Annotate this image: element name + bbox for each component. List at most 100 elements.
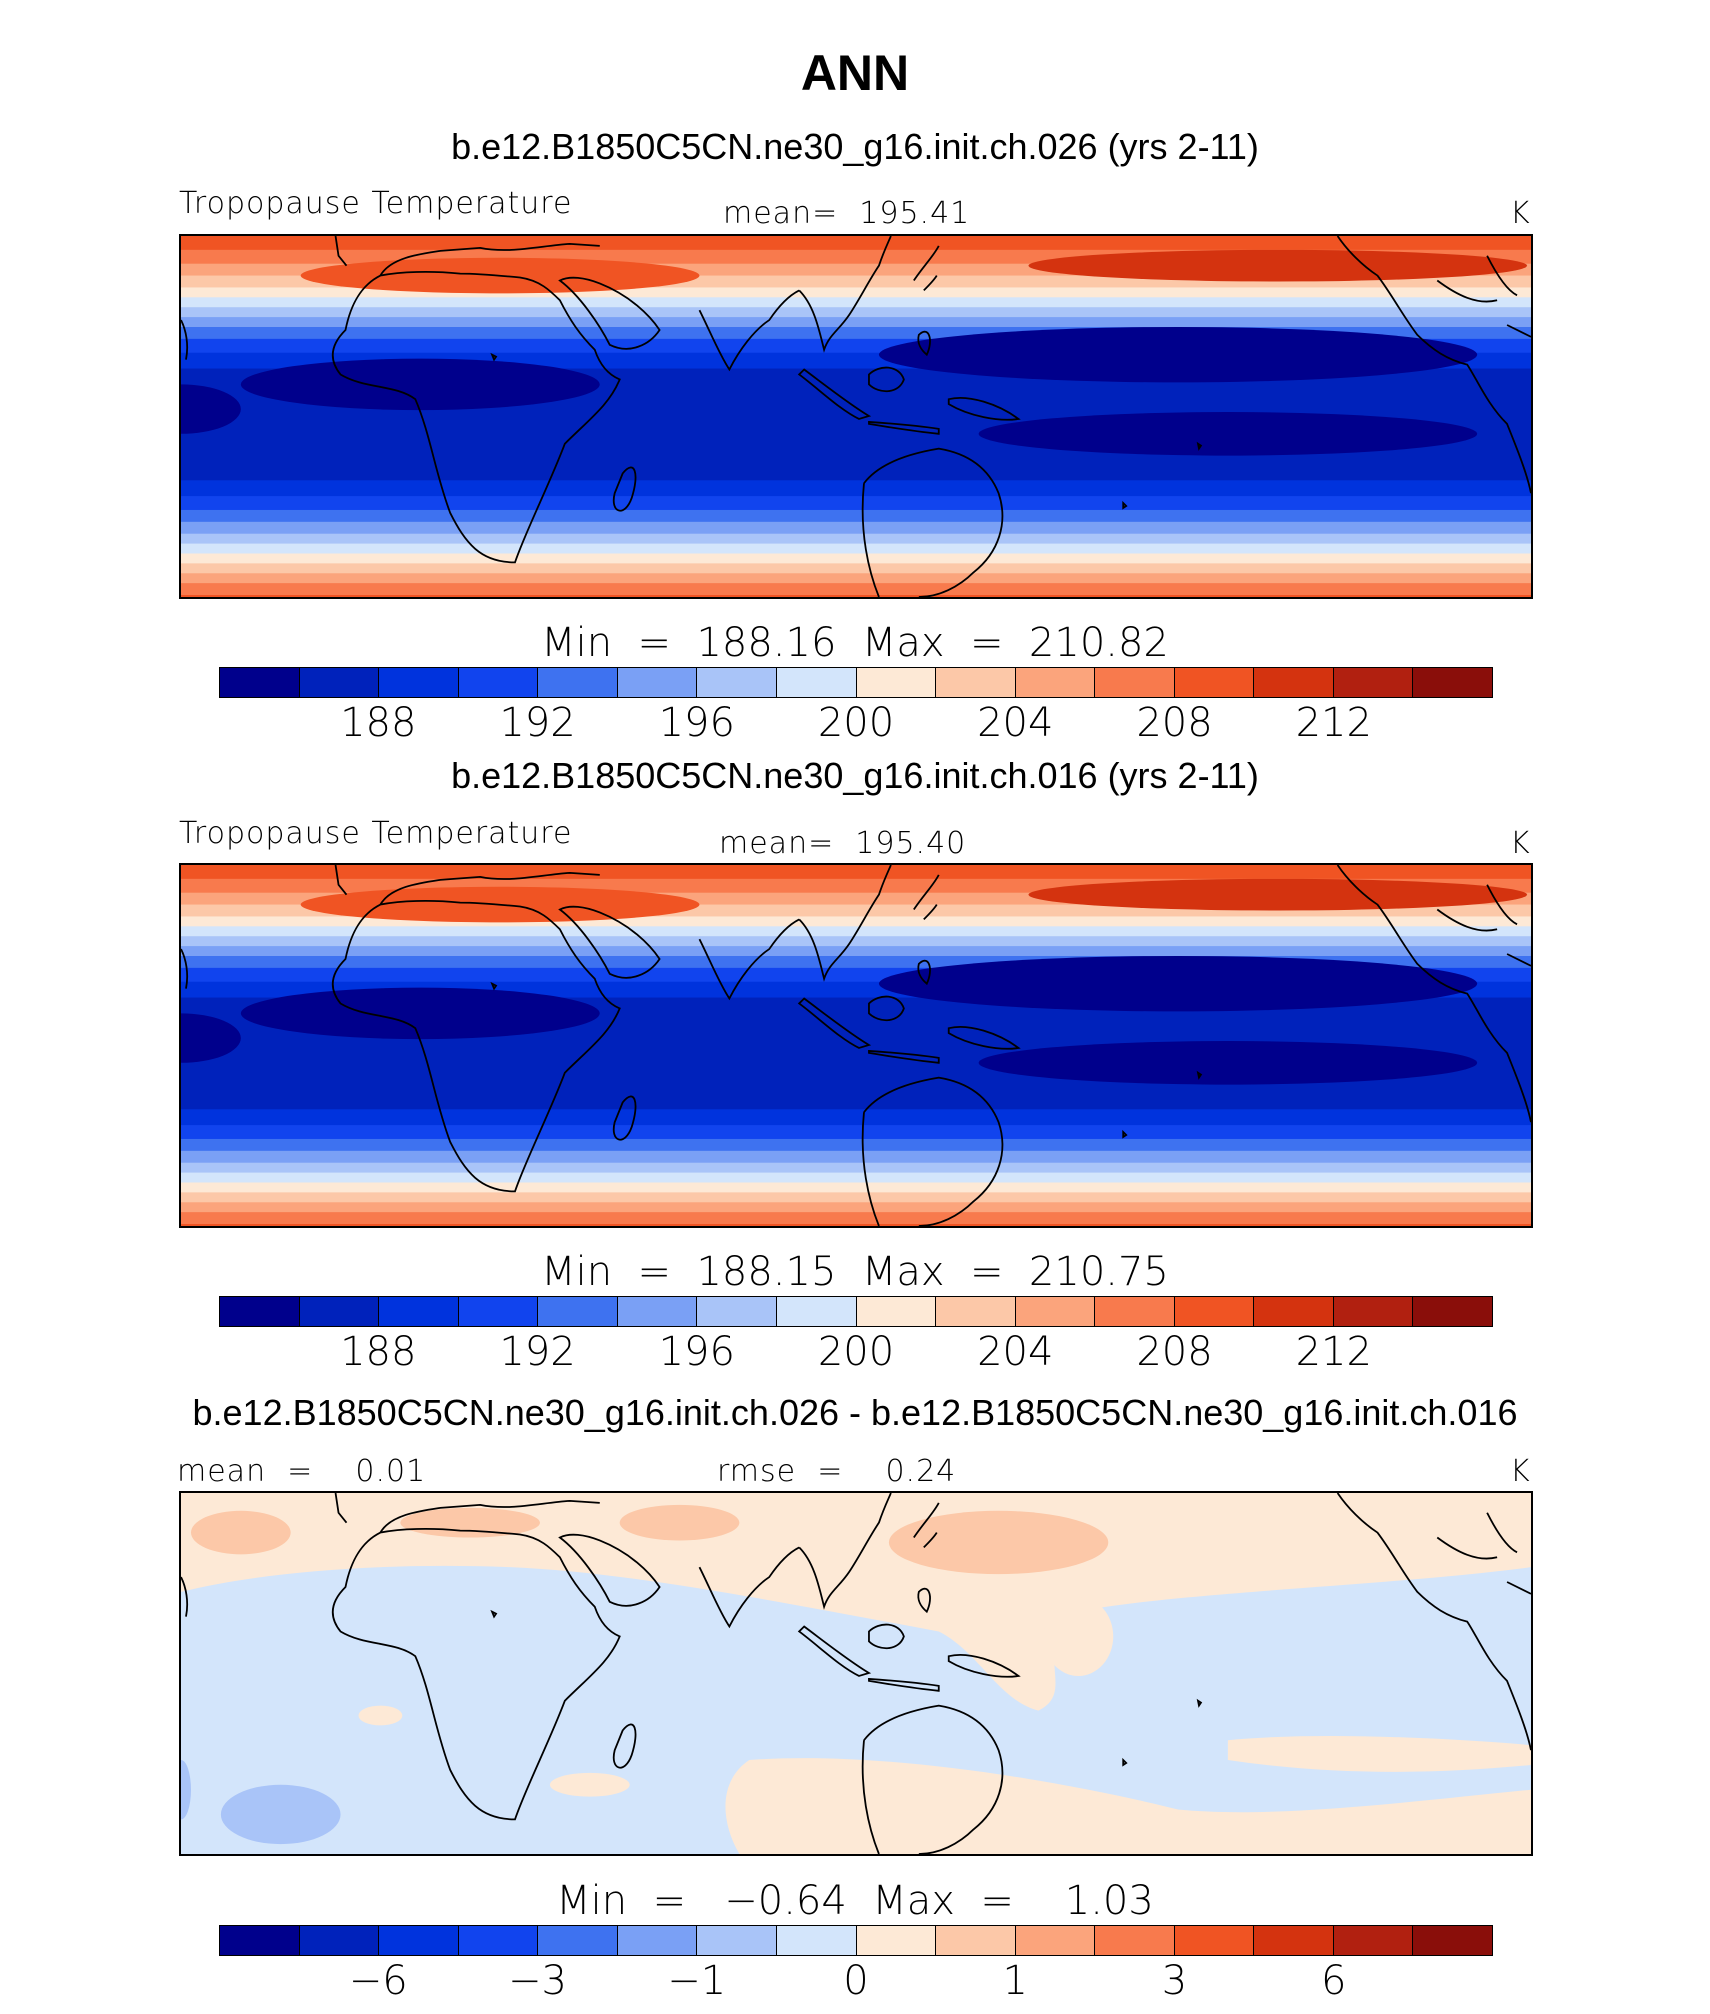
coastline [913,1502,940,1549]
colorbar-swatch [1413,668,1492,697]
cold-core-south-pacific [978,1041,1478,1085]
colorbar-tick-label: 192 [499,700,576,746]
coastline [379,1500,600,1534]
coastline [181,319,189,360]
cold-core-africa [240,358,600,411]
colorbar-swatch [379,1297,459,1326]
positive-region [1227,1736,1531,1772]
colorbar-tick-label: 192 [499,1329,576,1375]
coastline [868,420,940,435]
cold-core-pacific [878,326,1478,383]
contour-band [181,1109,1531,1127]
coastline [612,1095,637,1141]
contour-band [181,583,1531,597]
coastline [868,1049,940,1064]
contour-band [181,563,1531,575]
mean-label-2: mean= 195.40 [719,826,967,861]
contour-band [181,573,1531,585]
field-label-2: Tropopause Temperature [179,816,573,851]
contour-band [181,521,1531,535]
colorbar-swatch [1174,1297,1255,1326]
contour-band [181,452,1531,482]
negative-region [220,1784,341,1845]
units-label-2: K [1510,826,1531,861]
colorbar-2 [219,1296,1493,1327]
colorbar-swatch [538,1926,618,1955]
colorbar-swatch [617,1297,698,1326]
coastline [1122,1129,1128,1139]
colorbar-swatch [776,1297,857,1326]
contour-band [181,1150,1531,1164]
positive-max [190,1510,291,1555]
colorbar-swatch [1015,668,1096,697]
cold-core-atlantic [181,384,241,434]
positive-region [549,1772,630,1797]
coastline [913,874,940,921]
positive-region [725,1758,1531,1854]
positive-max [400,1507,540,1538]
rmse-label-3: rmse = 0.24 [717,1454,957,1489]
warm-north-pacific [1028,878,1528,911]
coastline [798,865,892,982]
map-2 [181,865,1531,1226]
coastline [558,1533,661,1607]
coastline [868,1677,940,1692]
coastline [1196,1698,1203,1708]
coastline [861,1076,1004,1226]
coastline [490,352,498,362]
positive-max [888,1510,1109,1575]
contour-band [181,1125,1531,1140]
colorbar-swatch [299,1926,380,1955]
coastline [1196,441,1203,451]
coastline [1436,279,1531,338]
coastline [334,236,348,267]
colorbar-swatch [1095,668,1175,697]
colorbar-swatch [856,1926,937,1955]
colorbar-swatch [856,1297,937,1326]
colorbar-swatch [379,668,459,697]
coastline [868,366,905,393]
coastline [917,959,931,986]
positive-max [619,1504,740,1541]
colorbar-swatch [697,668,777,697]
contour-band [181,936,1531,948]
coastline [1336,865,1531,1123]
map-panel-3 [179,1491,1533,1856]
map-3 [181,1493,1531,1854]
minmax-3: Min = −0.64 Max = 1.03 [556,1878,1154,1924]
colorbar-swatch [936,1297,1016,1326]
coastline [1122,500,1128,510]
contour-band [181,1138,1531,1152]
colorbar-tick-label: −3 [508,1958,567,2004]
contour-band [181,1192,1531,1204]
contour-band [181,1162,1531,1174]
colorbar-swatch [299,1297,380,1326]
colorbar-swatch [1413,1297,1492,1326]
colorbar-swatch [936,1926,1016,1955]
colorbar-swatch [1174,1926,1255,1955]
contour-band [181,509,1531,523]
minmax-2: Min = 188.15 Max = 210.75 [541,1249,1169,1295]
contour-band [181,1081,1531,1111]
units-label-3: K [1510,1454,1531,1489]
coastline [332,1527,621,1821]
coastline [698,1546,800,1629]
colorbar-swatch [1174,668,1255,697]
coastline [798,236,892,353]
contour-band [181,317,1531,328]
coastline [698,289,800,372]
contour-band [181,480,1531,498]
colorbar-swatch [697,1926,777,1955]
coastline [1122,1757,1128,1767]
cold-core-atlantic [181,1013,241,1063]
colorbar-swatch [1254,1926,1334,1955]
cold-core-africa [240,987,600,1040]
colorbar-swatch [220,1926,300,1955]
colorbar-tick-label: 204 [977,1329,1054,1375]
positive-region [1043,1596,1114,1676]
colorbar-swatch [379,1926,459,1955]
colorbar-tick-label: 208 [1136,1329,1213,1375]
coastline [558,905,661,979]
map-fill-2 [181,865,1531,1226]
coastline [917,330,931,357]
